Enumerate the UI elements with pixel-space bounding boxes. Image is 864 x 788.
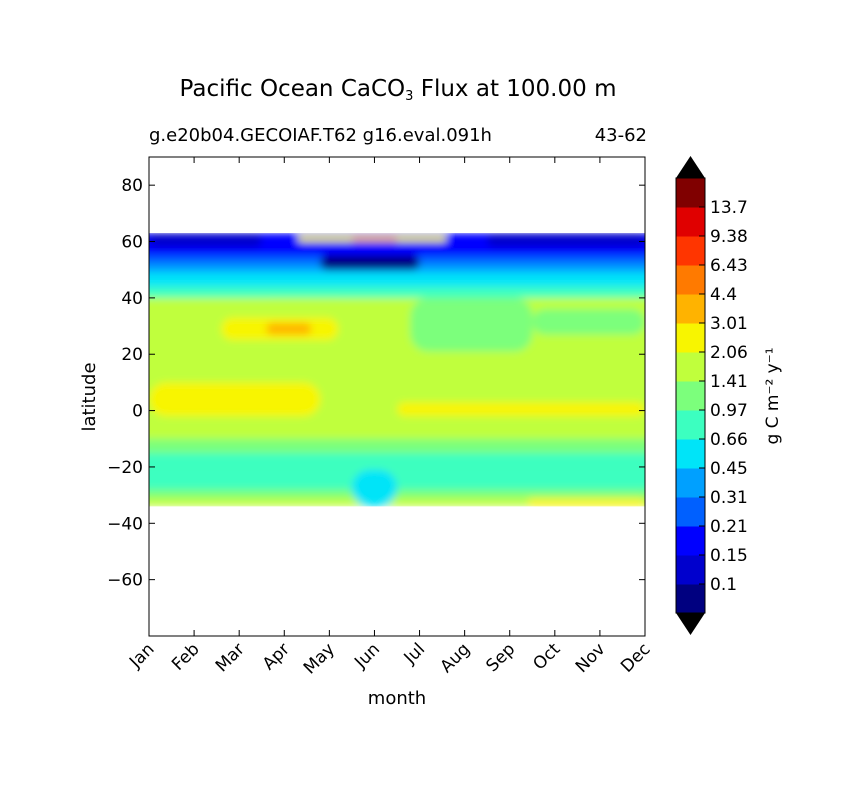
contour-band-12 xyxy=(527,497,645,507)
contour-band-14 xyxy=(532,309,645,335)
colorbar-tick-label: 0.21 xyxy=(710,517,748,537)
y-tick-label: 0 xyxy=(132,402,143,422)
chart-title: Pacific Ocean CaCO3 Flux at 100.00 m xyxy=(179,76,617,104)
x-tick-label: Oct xyxy=(529,639,564,674)
x-tick-label: May xyxy=(300,639,339,678)
colorbar-swatch-6 xyxy=(676,410,705,440)
plot-frame xyxy=(148,156,646,637)
colorbar-label: g C m⁻² y⁻¹ xyxy=(763,347,783,444)
x-tick-label: Jun xyxy=(350,639,384,673)
contour-band-6 xyxy=(149,438,645,453)
colorbar-tick-label: 9.38 xyxy=(710,227,748,247)
contour-band-21 xyxy=(487,233,645,248)
y-tick-label: 40 xyxy=(121,289,143,309)
contour-band-3 xyxy=(149,489,645,498)
contour-band-20 xyxy=(149,233,262,248)
colorbar-swatch-5 xyxy=(676,439,705,469)
contour-band-24 xyxy=(351,237,397,242)
colorbar-tick-label: 2.06 xyxy=(710,343,748,363)
colorbar-tick-label: 6.43 xyxy=(710,256,748,276)
plot-area xyxy=(148,156,646,637)
colorbar-tick-label: 0.31 xyxy=(710,488,748,508)
colorbar-swatch-12 xyxy=(676,236,705,266)
y-tick-label: −60 xyxy=(107,571,143,591)
y-tick-label: −40 xyxy=(107,514,143,534)
colorbar-swatch-9 xyxy=(676,323,705,353)
x-axis-label: month xyxy=(368,688,426,709)
colorbar-swatch-3 xyxy=(676,497,705,527)
y-tick-label: 80 xyxy=(121,176,143,196)
colorbar-tick-label: 0.15 xyxy=(710,546,748,566)
contour-band-5 xyxy=(149,452,645,467)
contour-band-13 xyxy=(410,297,533,352)
colorbar-tick-label: 0.1 xyxy=(710,575,737,595)
colorbar-tick-label: 0.45 xyxy=(710,459,748,479)
colorbar-tick-label: 4.4 xyxy=(710,285,737,305)
contour-band-10 xyxy=(266,323,312,335)
x-tick-label: Jan xyxy=(125,639,158,672)
chart-subtitle-left: g.e20b04.GECOIAF.T62 g16.eval.091h xyxy=(149,125,492,146)
contour-band-7 xyxy=(149,382,321,417)
colorbar-tick-label: 3.01 xyxy=(710,314,748,334)
colorbar-tick-label: 13.7 xyxy=(710,198,748,218)
colorbar-swatch-14 xyxy=(676,178,705,208)
x-tick-label: Aug xyxy=(437,639,475,677)
colorbar-extend-max xyxy=(676,156,705,178)
colorbar-extend-min xyxy=(676,613,705,635)
y-axis-label: latitude xyxy=(79,362,100,431)
colorbar-swatch-8 xyxy=(676,352,705,382)
contour-band-4 xyxy=(351,469,397,507)
colorbar: 0.1 0.15 0.21 0.31 0.45 0.66 0.97 1.41 2.06 3.01 4… xyxy=(675,156,748,635)
x-tick-label: Dec xyxy=(617,639,654,676)
colorbar-swatch-13 xyxy=(676,207,705,237)
colorbar-tick-label: 1.41 xyxy=(710,372,748,392)
y-tick-label: 20 xyxy=(121,345,143,365)
x-tick-label: Feb xyxy=(168,639,203,674)
x-tick-label: Apr xyxy=(259,639,294,674)
y-tick-label: 60 xyxy=(121,233,143,253)
colorbar-swatch-7 xyxy=(676,381,705,411)
y-tick-label: −20 xyxy=(107,458,143,478)
no-data-north xyxy=(149,157,645,234)
chart-subtitle-right: 43-62 xyxy=(594,125,647,146)
colorbar-frame xyxy=(675,177,706,614)
colorbar-swatch-4 xyxy=(676,468,705,498)
x-tick-label: Nov xyxy=(572,639,610,677)
colorbar-swatch-1 xyxy=(676,555,705,585)
colorbar-tick-label: 0.66 xyxy=(710,430,748,450)
contour-band-8 xyxy=(397,402,645,417)
colorbar-swatch-11 xyxy=(676,265,705,295)
colorbar-tick-label: 0.97 xyxy=(710,401,748,421)
x-tick-label: Sep xyxy=(482,639,519,676)
no-data-south xyxy=(149,506,645,636)
colorbar-swatch-2 xyxy=(676,526,705,556)
colorbar-swatch-0 xyxy=(676,584,705,614)
x-tick-label: Jul xyxy=(400,639,429,668)
y-axis: 80 60 40 20 0 −20 −40 −60 xyxy=(107,176,645,591)
contour-band-22 xyxy=(320,255,420,270)
x-tick-label: Mar xyxy=(212,639,249,676)
colorbar-swatch-10 xyxy=(676,294,705,324)
